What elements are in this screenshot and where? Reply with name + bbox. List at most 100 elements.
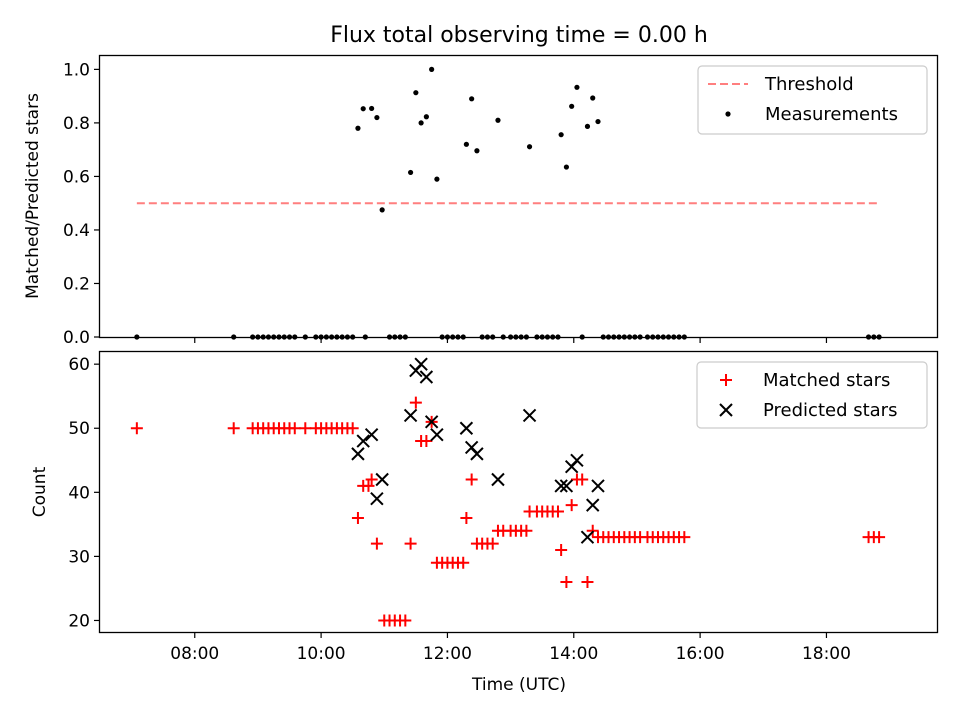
predicted-star-point — [591, 479, 605, 493]
top-ytick-label: 0.6 — [63, 167, 90, 187]
matched-star-point — [873, 531, 886, 544]
bottom-panel: Count Time (UTC) 20 30 40 50 60 08:00 10:00 12:… — [30, 350, 939, 695]
bottom-legend: Matched stars Predicted stars — [696, 361, 928, 429]
measurement-point — [463, 141, 469, 147]
bottom-panel-xlabel: Time (UTC) — [471, 675, 566, 695]
measurement-point — [595, 118, 601, 125]
bottom-xtick-label: 18:00 — [802, 644, 851, 664]
predicted-star-point — [491, 472, 505, 487]
matched-star-point — [581, 576, 594, 589]
top-ytick-label: 0.8 — [63, 114, 90, 134]
measurement-point — [495, 117, 501, 123]
matched-star-point — [420, 435, 433, 448]
measurement-point — [574, 84, 580, 90]
matched-stars-series — [130, 396, 886, 627]
matched-star-point — [465, 473, 478, 486]
top-axes-frame — [98, 54, 939, 339]
predicted-star-point — [424, 415, 439, 429]
measurement-point — [379, 207, 385, 213]
matched-star-point — [457, 556, 470, 569]
bottom-xtick-label: 14:00 — [549, 644, 598, 664]
matched-star-point — [678, 531, 691, 544]
bottom-ytick-label: 40 — [68, 483, 90, 503]
predicted-star-point — [522, 408, 537, 423]
matched-star-point — [486, 537, 499, 550]
measurement-point — [584, 123, 591, 129]
predicted-star-point — [364, 427, 379, 442]
bottom-ytick-label: 20 — [68, 611, 90, 631]
matched-star-point — [460, 511, 473, 524]
matched-star-point — [365, 473, 378, 486]
matched-star-point — [227, 422, 240, 435]
matched-star-point — [299, 422, 312, 435]
measurement-point — [360, 106, 366, 112]
measurement-point — [429, 66, 435, 72]
top-panel-title: Flux total observing time = 0.00 h — [330, 23, 708, 48]
matched-star-point — [351, 511, 364, 524]
measurement-point — [374, 114, 380, 121]
top-ytick-label: 0.4 — [63, 221, 90, 241]
matched-star-point — [370, 537, 383, 550]
bottom-legend-box — [696, 361, 928, 429]
matched-star-point — [288, 422, 301, 435]
measurement-point — [355, 125, 361, 131]
predicted-star-point — [430, 427, 444, 442]
measurement-point — [590, 95, 596, 101]
matched-star-point — [130, 422, 143, 435]
top-panel-ylabel: Matched/Predicted stars — [23, 93, 43, 299]
measurement-point — [558, 132, 564, 138]
predicted-star-point — [414, 357, 428, 371]
measurement-point — [418, 120, 424, 126]
bottom-panel-ylabel: Count — [30, 466, 50, 517]
predicted-star-point — [351, 447, 365, 461]
measurement-point — [469, 96, 475, 102]
predicted-star-point — [419, 370, 434, 384]
predicted-star-point — [356, 434, 370, 448]
matched-star-point — [555, 543, 568, 556]
bottom-xtick-label: 08:00 — [170, 644, 219, 664]
predicted-star-point — [559, 479, 574, 493]
predicted-star-point — [554, 479, 568, 493]
matched-star-point — [346, 422, 359, 435]
bottom-plot-area: 20 30 40 50 60 08:00 10:00 12:00 14:00 16:00 18:00 — [68, 355, 886, 664]
predicted-stars-series — [351, 357, 605, 544]
top-ytick-label: 0.0 — [63, 328, 90, 348]
predicted-star-point — [580, 530, 595, 544]
predicted-star-point — [570, 453, 584, 467]
bottom-axes-frame — [98, 350, 939, 634]
predicted-star-point — [586, 498, 600, 512]
predicted-star-point — [470, 447, 484, 461]
bottom-ytick-label: 30 — [68, 547, 90, 567]
top-legend-box — [697, 65, 928, 135]
legend-matched-swatch — [720, 374, 732, 386]
matched-star-point — [409, 396, 422, 409]
measurement-point — [526, 144, 533, 150]
measurement-point — [407, 169, 414, 176]
legend-predicted-swatch — [719, 403, 733, 417]
bottom-ytick-label: 60 — [68, 355, 90, 375]
measurement-point — [563, 164, 570, 170]
top-plot-area: 0.0 0.2 0.4 0.6 0.8 1.0 — [63, 60, 882, 348]
matched-star-point — [404, 537, 417, 550]
measurement-point — [569, 103, 575, 109]
measurement-point — [474, 148, 480, 154]
matched-star-point — [576, 473, 589, 486]
matched-star-point — [560, 576, 573, 589]
measurement-point — [413, 90, 419, 96]
top-ytick-label: 1.0 — [63, 60, 90, 80]
bottom-xtick-label: 10:00 — [297, 644, 346, 664]
legend-matched-label: Matched stars — [763, 370, 890, 391]
top-legend: Threshold Measurements — [697, 65, 928, 135]
matched-star-point — [551, 505, 564, 518]
top-panel: Flux total observing time = 0.00 h Match… — [23, 23, 939, 348]
legend-predicted-label: Predicted stars — [763, 400, 897, 421]
measurement-point — [434, 176, 440, 182]
bottom-xtick-label: 12:00 — [423, 644, 472, 664]
predicted-star-point — [459, 421, 474, 435]
matched-star-point — [399, 614, 412, 627]
predicted-star-point — [370, 492, 384, 506]
matched-star-point — [565, 499, 578, 512]
matched-star-point — [520, 524, 533, 537]
matched-star-point — [362, 479, 375, 492]
